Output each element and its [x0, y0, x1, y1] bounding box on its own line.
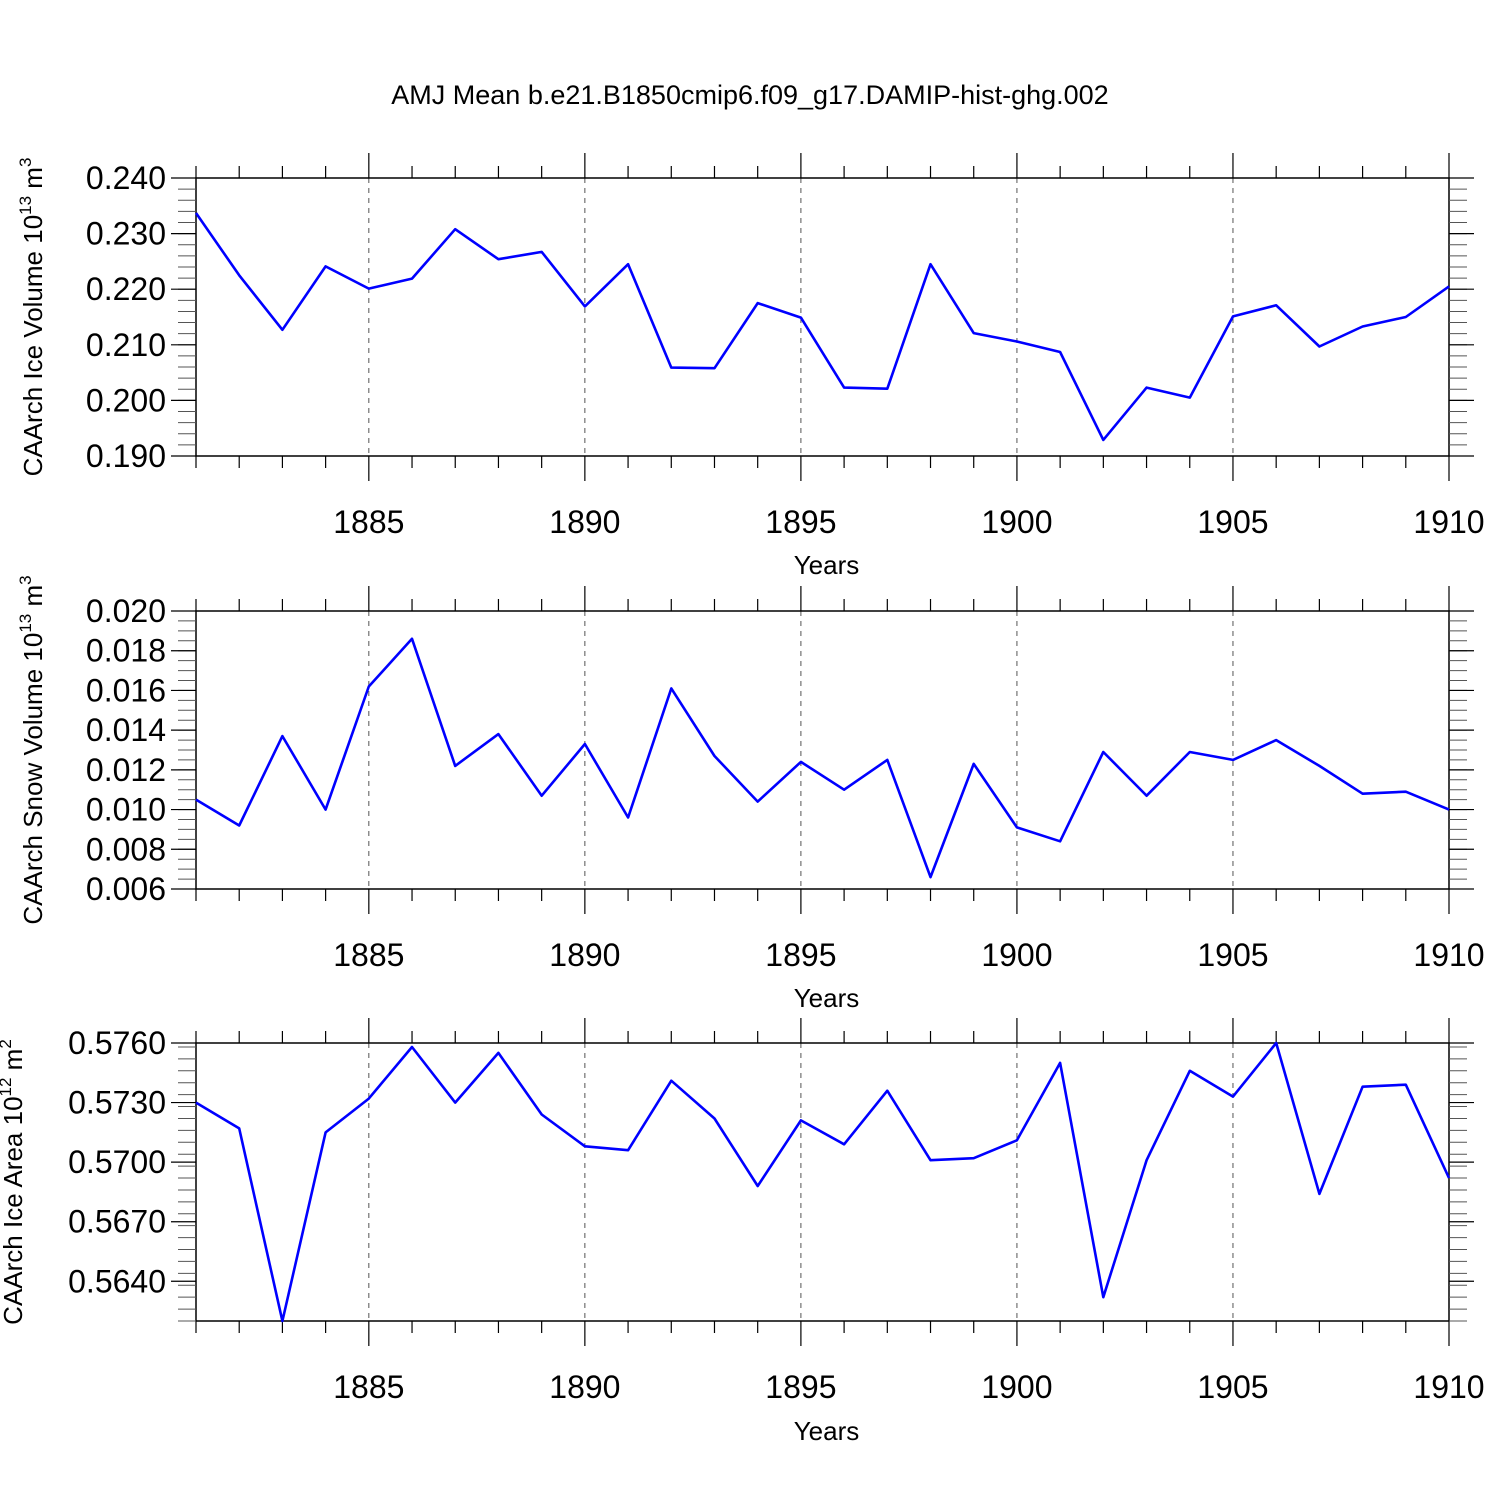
panel-1: 1885 1890 1895 1900 1905 1910 0.190 0.200 0.210 0… — [16, 153, 1485, 580]
chart-panels: 1885 1890 1895 1900 1905 1910 0.190 0.200 0.210 0… — [0, 153, 1485, 1446]
y-tick-label: 0.200 — [86, 382, 166, 418]
y-axis-title: CAArch Ice Area 1012 m2 — [0, 1039, 28, 1325]
y-tick-label: 0.240 — [86, 160, 166, 196]
x-tick-label: 1905 — [1197, 504, 1268, 540]
chart-title: AMJ Mean b.e21.B1850cmip6.f09_g17.DAMIP-… — [391, 80, 1108, 110]
plot-frame — [195, 1042, 1450, 1322]
panel-3: 1885 1890 1895 1900 1905 1910 0.5640 0.5670 0.57… — [0, 1018, 1485, 1446]
x-tick-label: 1895 — [765, 504, 836, 540]
y-tick-label: 0.220 — [86, 271, 166, 307]
y-axis-title: CAArch Snow Volume 1013 m3 — [16, 575, 48, 924]
x-tick-label: 1900 — [981, 504, 1052, 540]
y-tick-label: 0.018 — [86, 633, 166, 669]
y-axis-title: CAArch Ice Volume 1013 m3 — [16, 158, 48, 477]
series-line — [195, 1041, 1451, 1323]
x-tick-label: 1910 — [1413, 1369, 1484, 1405]
y-tick-label: 0.230 — [86, 216, 166, 252]
y-tick-label: 0.5760 — [68, 1025, 166, 1061]
y-axis-title-part: m — [18, 167, 48, 196]
x-tick-label: 1895 — [765, 1369, 836, 1405]
plot-frame — [195, 610, 1450, 890]
series-line — [195, 637, 1450, 879]
x-axis-title: Years — [794, 550, 860, 580]
y-tick-label: 0.190 — [86, 438, 166, 474]
y-axis-title-part: CAArch Ice Volume 10 — [18, 215, 48, 477]
y-axis-title-superscript: 3 — [16, 575, 35, 584]
y-tick-label: 0.012 — [86, 752, 166, 788]
y-axis-title-part: m — [0, 1049, 28, 1078]
x-axis-title: Years — [794, 1416, 860, 1446]
y-axis-title-part: CAArch Ice Area 10 — [0, 1096, 28, 1324]
y-tick-label: 0.5640 — [68, 1263, 166, 1299]
x-axis-title: Years — [794, 983, 860, 1013]
x-tick-label: 1910 — [1413, 937, 1484, 973]
y-axis-title-part: CAArch Snow Volume 10 — [18, 633, 48, 925]
x-tick-label: 1910 — [1413, 504, 1484, 540]
x-tick-label: 1885 — [333, 1369, 404, 1405]
y-tick-label: 0.5700 — [68, 1144, 166, 1180]
y-axis-title-superscript: 12 — [0, 1078, 15, 1097]
y-tick-label: 0.016 — [86, 672, 166, 708]
y-tick-label: 0.008 — [86, 831, 166, 867]
x-tick-label: 1905 — [1197, 937, 1268, 973]
y-axis-title-superscript: 13 — [16, 196, 35, 215]
y-tick-label: 0.020 — [86, 593, 166, 629]
x-tick-label: 1890 — [549, 937, 620, 973]
x-tick-label: 1900 — [981, 1369, 1052, 1405]
plot-frame — [195, 177, 1450, 457]
y-tick-label: 0.010 — [86, 792, 166, 828]
x-tick-label: 1885 — [333, 937, 404, 973]
series-line — [194, 212, 1450, 442]
y-tick-label: 0.210 — [86, 327, 166, 363]
x-tick-label: 1885 — [333, 504, 404, 540]
y-axis-title-superscript: 2 — [0, 1039, 15, 1048]
x-tick-label: 1890 — [549, 504, 620, 540]
y-tick-label: 0.014 — [86, 712, 166, 748]
y-tick-label: 0.5670 — [68, 1204, 166, 1240]
y-tick-label: 0.5730 — [68, 1085, 166, 1121]
x-tick-label: 1900 — [981, 937, 1052, 973]
y-axis-title-superscript: 13 — [16, 614, 35, 633]
x-tick-label: 1905 — [1197, 1369, 1268, 1405]
x-tick-label: 1890 — [549, 1369, 620, 1405]
y-tick-label: 0.006 — [86, 871, 166, 907]
y-axis-title-part: m — [18, 585, 48, 614]
x-tick-label: 1895 — [765, 937, 836, 973]
y-axis-title-superscript: 3 — [16, 158, 35, 167]
